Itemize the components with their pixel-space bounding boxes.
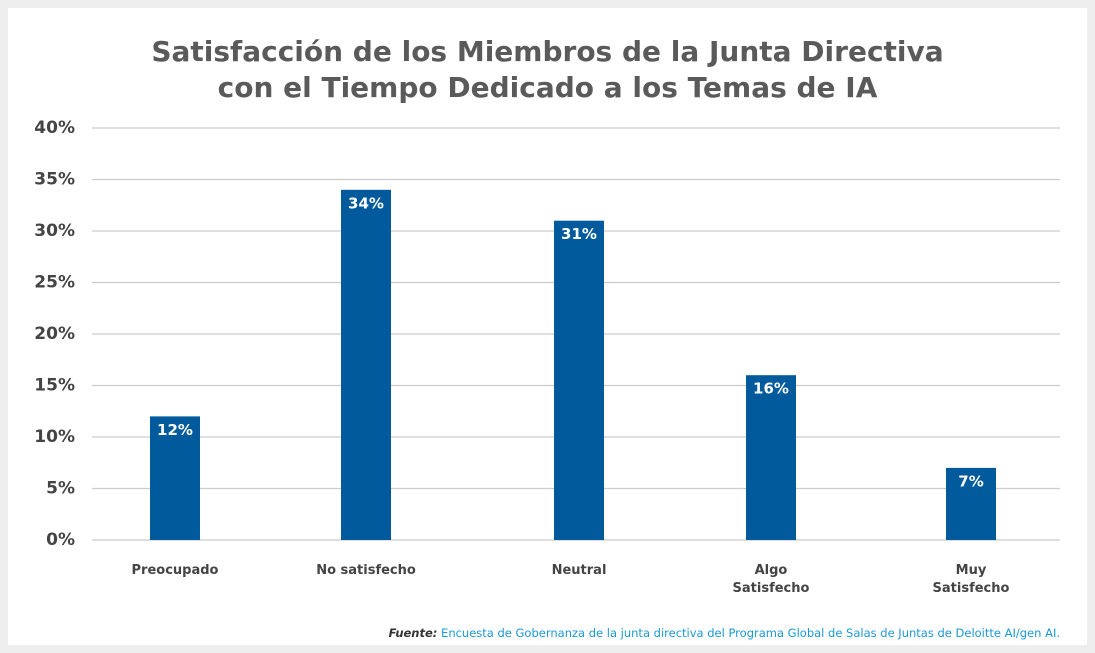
data-label: 34% — [348, 194, 384, 212]
y-tick-label: 40% — [34, 118, 75, 138]
x-tick-label: Algo Satisfecho — [732, 563, 810, 596]
x-tick-label: Muy Satisfecho — [932, 563, 1010, 596]
y-tick-label: 35% — [34, 170, 75, 190]
y-tick-label: 30% — [34, 221, 75, 241]
source: Fuente: Encuesta de Gobernanza de la jun… — [389, 626, 1060, 640]
data-label: 7% — [958, 472, 983, 490]
bar — [746, 375, 796, 540]
chart-title: Satisfacción de los Miembros de la Junta… — [151, 35, 944, 104]
y-tick-label: 0% — [46, 530, 75, 550]
bar — [150, 416, 200, 540]
bar — [946, 467, 996, 540]
x-tick-label: No satisfecho — [316, 563, 416, 578]
y-tick-label: 5% — [46, 479, 75, 499]
data-label: 31% — [561, 225, 597, 243]
bar — [554, 220, 604, 540]
y-tick-label: 20% — [34, 324, 75, 344]
bar — [341, 189, 391, 541]
data-label: 16% — [753, 380, 789, 398]
y-tick-label: 15% — [34, 376, 75, 396]
x-tick-label: Preocupado — [131, 563, 219, 578]
y-tick-label: 10% — [34, 427, 75, 447]
y-tick-label: 25% — [34, 273, 75, 293]
source-text: Encuesta de Gobernanza de la junta direc… — [441, 626, 1060, 640]
source-label: Fuente: — [388, 626, 438, 640]
data-label: 12% — [157, 421, 193, 439]
x-tick-label: Neutral — [551, 563, 607, 578]
